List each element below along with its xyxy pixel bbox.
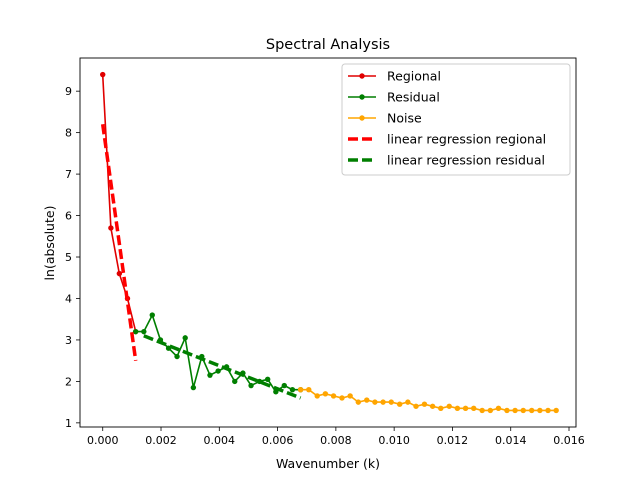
data-point-noise xyxy=(380,399,386,405)
plot-area: 0.000 0.002 0.004 0.006 0.008 0.010 0.012 0.014… xyxy=(65,57,585,447)
y-tick-label: 4 xyxy=(65,292,72,305)
legend-label-residual: Residual xyxy=(387,90,440,105)
data-point-residual xyxy=(248,382,254,389)
y-tick-label: 5 xyxy=(65,251,72,264)
data-point-noise xyxy=(512,407,518,414)
data-point-noise xyxy=(330,393,337,399)
data-point-noise xyxy=(429,403,436,409)
y-axis-label: ln(absolute) xyxy=(42,206,57,281)
legend: Regional Residual Noise linear regression r… xyxy=(341,63,571,176)
x-tick-label: 0.016 xyxy=(553,434,585,447)
data-point-noise xyxy=(520,407,526,414)
series-line-linear-regression-residual xyxy=(143,334,302,400)
data-point-noise xyxy=(545,407,551,414)
y-tick-label: 7 xyxy=(65,168,72,181)
data-point-residual xyxy=(174,353,180,360)
x-tick-label: 0.010 xyxy=(378,434,410,447)
data-point-residual xyxy=(190,384,197,391)
x-tick-label: 0.008 xyxy=(320,434,352,447)
data-point-residual xyxy=(264,376,271,383)
data-point-noise xyxy=(487,407,494,414)
data-point-noise xyxy=(314,393,320,399)
data-point-noise xyxy=(438,405,444,412)
data-point-noise xyxy=(471,405,477,412)
data-point-noise xyxy=(355,399,362,405)
data-point-residual xyxy=(141,328,147,335)
data-point-noise xyxy=(553,407,559,414)
y-tick-label: 8 xyxy=(65,127,72,140)
legend-marker-noise xyxy=(359,115,365,121)
series-line-linear-regression-regional xyxy=(100,124,138,361)
y-tick-label: 1 xyxy=(65,417,72,430)
data-point-residual xyxy=(132,328,139,335)
data-point-noise xyxy=(339,395,345,401)
legend-marker-regional xyxy=(359,73,365,79)
legend-label-noise: Noise xyxy=(387,111,422,126)
data-point-noise xyxy=(322,391,329,397)
legend-label-linear-regression-regional: linear regression regional xyxy=(387,132,546,147)
data-point-noise xyxy=(421,401,428,407)
data-point-regional xyxy=(108,225,114,231)
axes-frame xyxy=(79,57,577,428)
data-point-noise xyxy=(454,405,461,412)
x-tick-label: 0.006 xyxy=(262,434,294,447)
data-point-noise xyxy=(446,403,452,409)
series-layer xyxy=(100,71,559,414)
data-point-noise xyxy=(529,407,535,414)
data-point-noise xyxy=(388,399,394,405)
x-tick-label: 0.002 xyxy=(145,434,177,447)
data-point-noise xyxy=(372,399,378,405)
data-point-noise xyxy=(405,399,411,405)
legend-label-linear-regression-residual: linear regression residual xyxy=(387,153,545,168)
x-tick-label: 0.004 xyxy=(204,434,236,447)
data-point-noise xyxy=(364,397,370,403)
data-point-noise xyxy=(495,405,502,412)
data-point-noise xyxy=(297,386,304,393)
data-point-residual xyxy=(232,378,238,385)
data-point-residual xyxy=(149,312,155,318)
x-axis-label: Wavenumber (k) xyxy=(276,456,380,471)
data-point-regional xyxy=(116,270,123,277)
legend-label-regional: Regional xyxy=(387,69,441,84)
x-tick-label: 0.012 xyxy=(437,434,469,447)
data-point-residual xyxy=(281,382,287,389)
data-point-noise xyxy=(462,405,469,412)
data-point-noise xyxy=(396,401,403,407)
data-point-residual xyxy=(182,335,188,341)
data-point-residual xyxy=(207,372,213,378)
y-tick-label: 6 xyxy=(65,210,72,223)
data-point-noise xyxy=(537,407,543,414)
data-point-noise xyxy=(413,403,419,409)
x-tick-label: 0.000 xyxy=(87,434,119,447)
x-tick-label: 0.014 xyxy=(495,434,527,447)
chart-title: Spectral Analysis xyxy=(266,37,390,53)
y-tick-label: 9 xyxy=(65,85,72,98)
data-point-noise xyxy=(347,393,353,399)
y-tick-label: 3 xyxy=(65,334,72,347)
legend-box xyxy=(341,63,571,176)
data-point-residual xyxy=(215,368,221,374)
data-point-regional xyxy=(100,71,106,78)
data-point-noise xyxy=(479,407,485,414)
legend-marker-residual xyxy=(359,94,365,100)
y-tick-label: 2 xyxy=(65,375,72,388)
data-point-noise xyxy=(504,407,510,414)
data-point-residual xyxy=(289,386,296,393)
data-point-noise xyxy=(306,386,312,393)
